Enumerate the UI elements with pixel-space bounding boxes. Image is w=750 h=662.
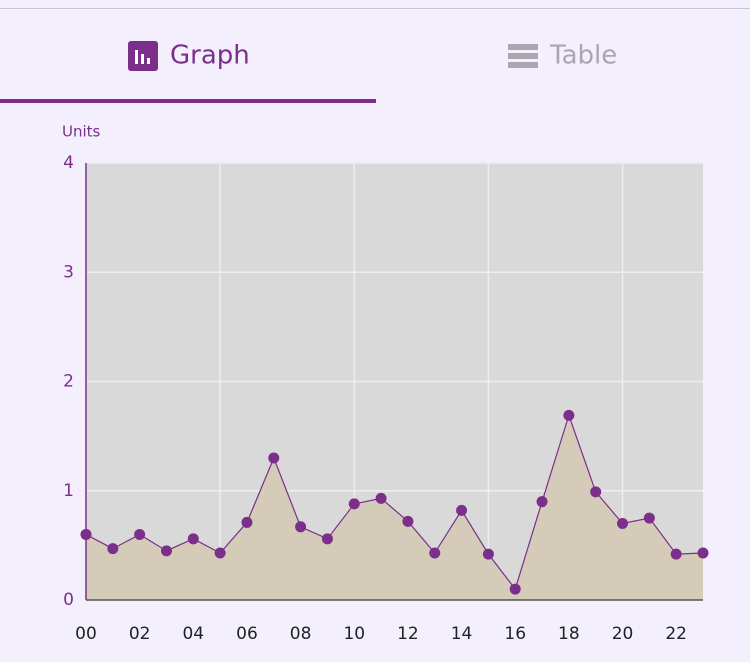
point xyxy=(107,543,119,555)
x-tick-label: 22 xyxy=(665,624,687,644)
y-tick-label: 1 xyxy=(63,481,74,501)
table-icon-row xyxy=(508,44,538,50)
tab-label: Table xyxy=(549,41,617,71)
x-tick-label: 16 xyxy=(504,624,526,644)
y-tick-label: 3 xyxy=(63,262,74,282)
active-tab-indicator xyxy=(0,99,376,103)
point xyxy=(643,512,655,524)
point xyxy=(348,498,360,510)
graph-icon-bar xyxy=(141,54,144,64)
area xyxy=(86,415,703,600)
y-tick-label: 2 xyxy=(63,372,74,392)
point xyxy=(429,547,441,559)
point xyxy=(697,547,709,559)
y-tick-label: 0 xyxy=(63,590,74,610)
x-tick-label: 12 xyxy=(397,624,419,644)
x-tick-label: 18 xyxy=(558,624,580,644)
point xyxy=(482,548,494,560)
table-tab[interactable]: Table xyxy=(508,41,617,71)
x-tick-label: 10 xyxy=(343,624,365,644)
point xyxy=(214,547,226,559)
x-tick-label: 06 xyxy=(236,624,258,644)
point xyxy=(160,545,172,557)
graph-icon-bar xyxy=(135,50,138,64)
point xyxy=(134,528,146,540)
point xyxy=(268,452,280,464)
table-icon-row xyxy=(508,62,538,68)
point xyxy=(295,521,307,533)
graph-icon-bar xyxy=(147,58,150,64)
point xyxy=(241,516,253,528)
y-tick-label: 4 xyxy=(63,153,74,173)
point xyxy=(617,518,629,530)
tab-label: Graph xyxy=(170,41,250,71)
point xyxy=(670,548,682,560)
x-tick-label: 08 xyxy=(290,624,312,644)
y-axis-title: Units xyxy=(62,123,101,141)
point xyxy=(563,409,575,421)
point xyxy=(321,533,333,545)
point xyxy=(509,583,521,595)
x-tick-label: 04 xyxy=(182,624,204,644)
point xyxy=(590,486,602,498)
x-tick-label: 02 xyxy=(129,624,151,644)
point xyxy=(456,504,468,516)
point xyxy=(187,533,199,545)
point xyxy=(375,492,387,504)
point xyxy=(402,515,414,527)
graph-tab[interactable]: Graph xyxy=(128,41,250,72)
x-tick-label: 14 xyxy=(451,624,473,644)
x-tick-label: 00 xyxy=(75,624,97,644)
table-icon-row xyxy=(508,53,538,59)
point xyxy=(80,528,92,540)
x-tick-label: 20 xyxy=(612,624,634,644)
point xyxy=(536,496,548,508)
